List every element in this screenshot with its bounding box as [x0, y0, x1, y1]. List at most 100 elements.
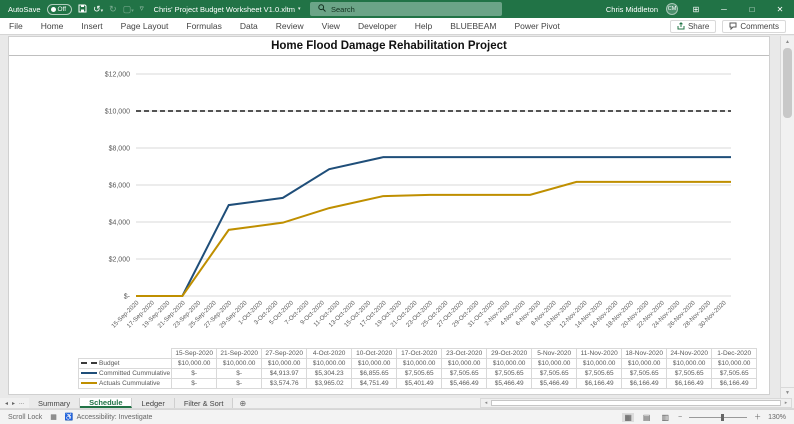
y-tick-label: $4,000	[109, 220, 131, 227]
new-sheet-icon[interactable]: ⊕	[239, 398, 247, 408]
y-tick-label: $12,000	[105, 72, 130, 79]
page-layout-view-icon[interactable]: ▤	[642, 412, 651, 422]
sheet-tab-schedule[interactable]: Schedule	[80, 398, 133, 408]
search-box[interactable]: Search	[310, 2, 502, 16]
menu-tab-insert[interactable]: Insert	[81, 21, 103, 31]
menu-tab-formulas[interactable]: Formulas	[186, 21, 222, 31]
series-committed-cummulative	[136, 156, 731, 297]
format-painter-icon: ▢▾	[122, 3, 134, 14]
table-cell: $7,505.65	[666, 368, 713, 379]
autosave-label: AutoSave	[8, 4, 41, 14]
horizontal-scrollbar[interactable]: ◂ ▸	[480, 398, 792, 408]
y-tick-label: $6,000	[109, 183, 131, 190]
sheet-overflow-icon[interactable]: ...	[19, 400, 25, 406]
avatar[interactable]: CM	[666, 3, 678, 15]
menu-tab-file[interactable]: File	[9, 21, 23, 31]
table-header-cell: 18-Nov-2020	[621, 348, 668, 359]
chart-title: Home Flood Damage Rehabilitation Project	[9, 37, 769, 56]
zoom-slider-thumb[interactable]	[721, 413, 725, 421]
menu-tab-data[interactable]: Data	[239, 21, 258, 31]
zoom-out-icon[interactable]: −	[678, 413, 683, 421]
sheet-tab-ledger[interactable]: Ledger	[132, 398, 175, 408]
vertical-scrollbar-thumb[interactable]	[783, 48, 792, 118]
close-icon[interactable]: ✕	[776, 4, 784, 14]
menu-tab-review[interactable]: Review	[275, 21, 304, 31]
horizontal-scrollbar-thumb[interactable]	[491, 400, 781, 406]
y-tick-label: $2,000	[109, 257, 131, 264]
undo-icon[interactable]: ↺▾	[93, 3, 104, 14]
table-row: Committed Cummulative $- $- $4,913.97 $5,304…	[77, 368, 758, 379]
quick-access-toolbar: AutoSave Off ↺▾ ↻ ▢▾ ▽	[0, 3, 144, 15]
table-corner-cell	[79, 349, 172, 359]
table-cell: $-	[171, 368, 218, 379]
ribbon-tab-bar: File Home Insert Page Layout Formulas Data Rev…	[0, 18, 794, 35]
share-icon	[677, 22, 685, 30]
sheet-tab-summary[interactable]: Summary	[29, 398, 81, 408]
vertical-scrollbar[interactable]: ▲ ▼	[780, 36, 794, 398]
title-dropdown-icon[interactable]: ▾	[297, 6, 301, 12]
table-header-cell: 10-Oct-2020	[351, 348, 398, 359]
zoom-in-icon[interactable]: ＋	[754, 414, 762, 421]
comments-button[interactable]: Comments	[722, 19, 786, 33]
table-header-cell: 17-Oct-2020	[396, 348, 443, 359]
menu-tab-bluebeam[interactable]: BLUEBEAM	[450, 21, 497, 31]
sheet-prev-icon[interactable]: ◂	[5, 400, 9, 407]
save-icon[interactable]	[78, 4, 87, 15]
search-placeholder: Search	[331, 4, 355, 14]
customize-qat-icon[interactable]: ▽	[139, 6, 144, 12]
menu-tab-help[interactable]: Help	[414, 21, 433, 31]
autosave-toggle[interactable]: Off	[46, 3, 73, 15]
legend-cell-actuals-cummulative: Actuals Cummulative	[77, 378, 173, 389]
table-cell: $10,000.00	[711, 358, 758, 369]
table-header-cell: 24-Nov-2020	[666, 348, 713, 359]
scroll-right-icon[interactable]: ▸	[784, 400, 788, 406]
macro-record-icon[interactable]: ▦	[50, 414, 57, 421]
minimize-icon[interactable]: ─	[721, 4, 727, 14]
zoom-level[interactable]: 130%	[768, 413, 786, 421]
legend-label: Committed Cummulative	[99, 370, 171, 377]
accessibility-status[interactable]: ♿ Accessibility: Investigate	[64, 413, 153, 422]
table-cell: $3,965.02	[306, 378, 353, 389]
zoom-slider[interactable]	[689, 413, 748, 421]
table-cell: $6,855.65	[351, 368, 398, 379]
menu-tab-developer[interactable]: Developer	[357, 21, 397, 31]
user-name[interactable]: Chris Middleton	[605, 4, 658, 14]
table-cell: $5,304.23	[306, 368, 353, 379]
normal-view-icon[interactable]: ▦	[622, 412, 634, 422]
table-cell: $10,000.00	[306, 358, 353, 369]
menu-tab-power-pivot[interactable]: Power Pivot	[514, 21, 560, 31]
scroll-down-icon[interactable]: ▼	[781, 387, 794, 398]
page-break-view-icon[interactable]: ▥	[661, 412, 669, 422]
y-tick-label: $-	[124, 294, 131, 301]
table-cell: $7,505.65	[486, 368, 533, 379]
table-cell: $6,166.49	[711, 378, 758, 389]
menu-tab-view[interactable]: View	[321, 21, 340, 31]
table-cell: $4,751.49	[351, 378, 398, 389]
table-cell: $7,505.65	[711, 368, 758, 379]
chart-object[interactable]: $12,000 $10,000 $8,000 $6,000 $4,000 $2,000 $-…	[8, 36, 770, 395]
legend-swatch-budget	[81, 362, 97, 365]
sheet-next-icon[interactable]: ▸	[12, 400, 16, 407]
scroll-left-icon[interactable]: ◂	[484, 400, 488, 406]
ribbon-display-options-icon[interactable]: ⊞	[692, 4, 700, 14]
share-button[interactable]: Share	[669, 19, 717, 33]
scroll-up-icon[interactable]: ▲	[785, 38, 790, 45]
menu-tab-home[interactable]: Home	[40, 21, 64, 31]
table-cell: $7,505.65	[531, 368, 578, 379]
table-cell: $3,574.76	[261, 378, 308, 389]
table-cell: $7,505.65	[396, 368, 443, 379]
sheet-tab-list: Summary Schedule Ledger Filter & Sort	[29, 398, 234, 408]
table-cell: $-	[216, 368, 263, 379]
sheet-tab-filter-sort[interactable]: Filter & Sort	[174, 398, 234, 408]
ribbon-tab-list: File Home Insert Page Layout Formulas Data Rev…	[0, 21, 569, 31]
maximize-icon[interactable]: □	[749, 4, 755, 14]
y-tick-label: $8,000	[109, 146, 131, 153]
status-bar: Scroll Lock ▦ ♿ Accessibility: Investiga…	[0, 409, 794, 424]
table-cell: $6,166.49	[666, 378, 713, 389]
comments-icon	[729, 22, 737, 30]
menu-tab-page-layout[interactable]: Page Layout	[120, 21, 169, 31]
table-row: Budget $10,000.00 $10,000.00 $10,000.00 $10,…	[77, 358, 758, 369]
table-header-cell: 27-Sep-2020	[261, 348, 308, 359]
document-title[interactable]: Chris' Project Budget Worksheet V1.0.xlt…	[153, 4, 295, 14]
